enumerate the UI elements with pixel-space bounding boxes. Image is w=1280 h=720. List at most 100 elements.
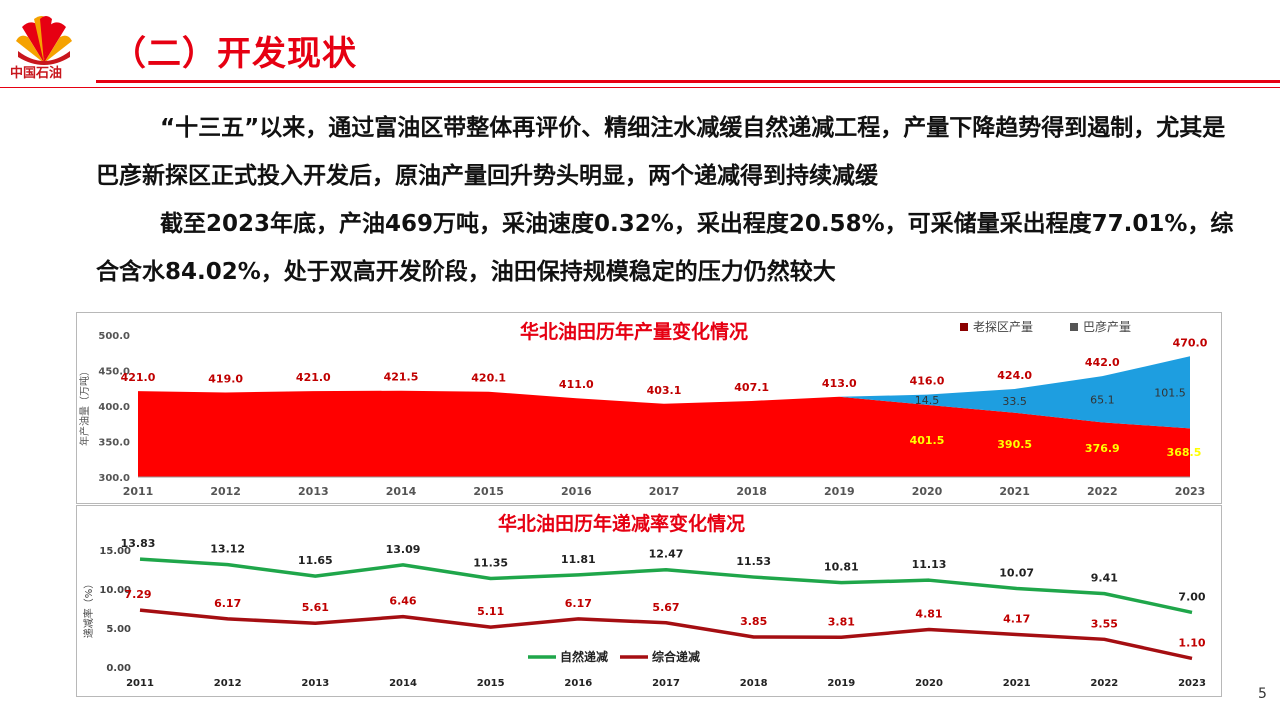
composite-data-label: 3.55: [1091, 617, 1118, 630]
composite-data-label: 1.10: [1178, 636, 1205, 649]
total-data-label: 421.0: [296, 371, 331, 384]
natural-decline-line: [139, 557, 1193, 615]
x-tick-label: 2015: [473, 485, 504, 498]
natural-data-label: 13.12: [210, 543, 245, 556]
composite-data-label: 5.11: [477, 605, 504, 618]
x-tick-label: 2011: [123, 485, 154, 498]
composite-data-label: 4.17: [1003, 612, 1030, 625]
natural-data-label: 11.53: [736, 555, 771, 568]
old-area-data-label: 390.5: [997, 438, 1032, 451]
y-tick-label: 0.00: [106, 663, 131, 674]
header-rule-thin: [0, 87, 1280, 88]
x-tick-label: 2018: [740, 678, 768, 689]
x-tick-label: 2016: [561, 485, 592, 498]
legend-swatch-bayan: [1070, 323, 1078, 331]
composite-decline-line: [139, 608, 1193, 661]
x-tick-label: 2019: [824, 485, 855, 498]
total-data-label: 424.0: [997, 369, 1032, 382]
y-tick-label: 350.0: [98, 438, 130, 449]
y-tick-label: 15.00: [99, 546, 131, 557]
x-tick-label: 2017: [652, 678, 680, 689]
composite-data-label: 5.61: [302, 601, 329, 614]
composite-data-label: 6.17: [565, 597, 592, 610]
total-data-label: 413.0: [822, 377, 857, 390]
bayan-data-label: 101.5: [1154, 386, 1186, 399]
x-tick-label: 2014: [386, 485, 417, 498]
total-data-label: 442.0: [1085, 356, 1120, 369]
header-rule: [96, 80, 1280, 83]
total-data-label: 407.1: [734, 381, 769, 394]
bayan-data-label: 14.5: [915, 394, 940, 407]
natural-data-label: 13.83: [121, 537, 156, 550]
x-tick-label: 2022: [1090, 678, 1118, 689]
old-area-data-label: 368.5: [1167, 446, 1202, 459]
paragraph-status: 截至2023年底，产油469万吨，采油速度0.32%，采出程度20.58%，可采…: [96, 211, 1234, 285]
old-area-series: [138, 390, 1190, 477]
y-tick-label: 400.0: [98, 402, 130, 413]
natural-data-label: 13.09: [386, 543, 421, 556]
bayan-data-label: 65.1: [1090, 393, 1115, 406]
composite-data-label: 3.85: [740, 615, 767, 628]
legend-swatch-old: [960, 323, 968, 331]
decline-chart-title: 华北油田历年递减率变化情况: [498, 513, 746, 535]
old-area-data-label: 401.5: [910, 434, 945, 447]
x-tick-label: 2012: [210, 485, 241, 498]
x-tick-label: 2021: [999, 485, 1030, 498]
x-tick-label: 2015: [477, 678, 505, 689]
natural-data-label: 11.65: [298, 554, 333, 567]
x-tick-label: 2011: [126, 678, 154, 689]
y-tick-label: 300.0: [98, 473, 130, 484]
x-tick-label: 2013: [298, 485, 329, 498]
composite-data-label: 7.29: [124, 588, 151, 601]
y-tick-label: 450.0: [98, 367, 130, 378]
composite-data-label: 6.17: [214, 597, 241, 610]
total-data-label: 421.5: [384, 371, 419, 384]
y-axis-label: 递减率（%）: [82, 579, 95, 639]
natural-data-label: 11.35: [473, 556, 508, 569]
x-tick-label: 2012: [214, 678, 242, 689]
total-data-label: 411.0: [559, 378, 594, 391]
page-title: （二）开发现状: [112, 34, 357, 74]
bayan-data-label: 33.5: [1002, 395, 1027, 408]
paragraph-summary: “十三五”以来，通过富油区带整体再评价、精细注水减缓自然递减工程，产量下降趋势得…: [96, 115, 1226, 189]
y-tick-label: 5.00: [106, 624, 131, 635]
x-tick-label: 2020: [915, 678, 943, 689]
logo-text: 中国石油: [10, 66, 63, 81]
petrochina-logo: [16, 16, 72, 65]
natural-data-label: 9.41: [1091, 572, 1118, 585]
natural-data-label: 11.13: [912, 558, 947, 571]
production-chart-title: 华北油田历年产量变化情况: [520, 321, 749, 343]
legend-label-natural: 自然递减: [560, 649, 608, 664]
total-data-label: 421.0: [121, 371, 156, 384]
x-tick-label: 2014: [389, 678, 417, 689]
natural-data-label: 7.00: [1178, 590, 1205, 603]
x-tick-label: 2020: [912, 485, 943, 498]
x-tick-label: 2018: [736, 485, 767, 498]
total-data-label: 420.1: [471, 372, 506, 385]
total-data-label: 419.0: [208, 373, 243, 386]
y-tick-label: 10.00: [99, 585, 131, 596]
legend-label-old: 老探区产量: [973, 320, 1033, 334]
composite-data-label: 3.81: [828, 615, 855, 628]
x-tick-label: 2019: [827, 678, 855, 689]
x-tick-label: 2016: [564, 678, 592, 689]
x-tick-label: 2023: [1178, 678, 1206, 689]
decline-chart-frame: [76, 505, 1222, 697]
composite-data-label: 6.46: [389, 595, 416, 608]
x-tick-label: 2023: [1175, 485, 1206, 498]
natural-data-label: 11.81: [561, 553, 596, 566]
x-tick-label: 2017: [649, 485, 680, 498]
natural-data-label: 12.47: [649, 548, 684, 561]
legend-label-composite: 综合递减: [652, 649, 700, 664]
composite-data-label: 5.67: [652, 601, 679, 614]
y-axis-label: 年产油量（万吨）: [78, 366, 91, 446]
composite-data-label: 4.81: [915, 607, 942, 620]
bayan-area-series: [839, 356, 1190, 429]
total-data-label: 470.0: [1173, 336, 1208, 349]
natural-data-label: 10.81: [824, 561, 859, 574]
x-tick-label: 2022: [1087, 485, 1118, 498]
total-data-label: 403.1: [647, 384, 682, 397]
y-tick-label: 500.0: [98, 331, 130, 342]
x-tick-label: 2013: [301, 678, 329, 689]
